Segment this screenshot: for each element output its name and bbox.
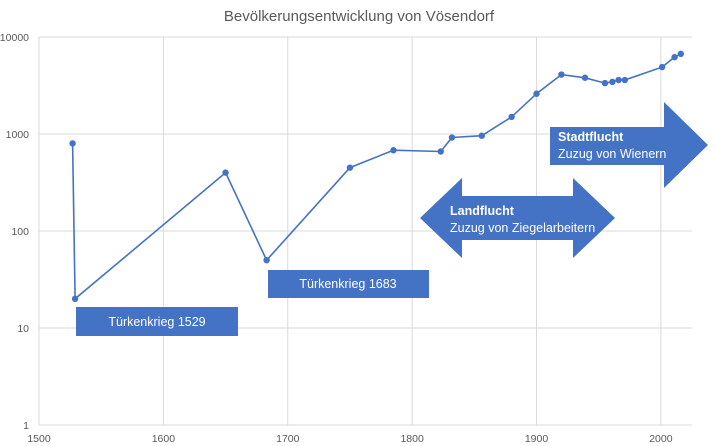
annotation-text-landflucht: Zuzug von Ziegelarbeitern <box>450 221 595 235</box>
population-series <box>69 50 685 303</box>
x-tick-label: 2000 <box>649 433 673 445</box>
annotation-box-1529 <box>76 307 238 336</box>
x-tick-label: 1800 <box>400 433 424 445</box>
data-point <box>263 256 270 264</box>
data-point <box>478 132 485 139</box>
annotation-text-stadtflucht: Zuzug von Wienern <box>558 147 666 161</box>
y-tick-label: 1 <box>23 420 29 432</box>
x-tick-label: 1900 <box>525 433 549 445</box>
data-point <box>448 134 456 141</box>
y-tick-label: 10000 <box>0 32 29 44</box>
data-point <box>222 169 229 176</box>
data-point <box>390 147 397 154</box>
y-tick-label: 10 <box>17 323 29 335</box>
data-point <box>346 164 354 171</box>
annotation-text-1683: Türkenkrieg 1683 <box>299 277 396 291</box>
annotation-landflucht: Landflucht Zuzug von Ziegelarbeitern <box>420 178 615 258</box>
arrow-stadtflucht <box>550 102 708 188</box>
x-tick-label: 1700 <box>276 433 300 445</box>
double-arrow-landflucht <box>420 178 615 258</box>
annotation-stadtflucht: Stadtflucht Zuzug von Wienern <box>550 102 708 188</box>
annotation-title-landflucht: Landflucht <box>450 204 515 218</box>
data-point <box>508 113 515 121</box>
data-point <box>601 79 609 87</box>
data-point <box>658 63 666 71</box>
data-point <box>581 74 589 81</box>
data-point <box>677 50 685 58</box>
y-tick-labels: 1 10 100 1000 10000 <box>0 32 29 432</box>
y-tick-label: 100 <box>11 226 29 238</box>
data-point <box>558 71 565 78</box>
annotation-tuerkenkrieg-1529: Türkenkrieg 1529 <box>76 307 238 336</box>
data-point <box>533 90 540 97</box>
data-point <box>609 78 616 86</box>
annotation-text-1529: Türkenkrieg 1529 <box>108 315 205 329</box>
y-tick-label: 1000 <box>6 129 30 141</box>
data-point <box>621 76 629 84</box>
x-tick-label: 1600 <box>152 433 176 445</box>
annotations: Türkenkrieg 1529 Türkenkrieg 1683 Landfl… <box>76 102 708 336</box>
data-point <box>437 148 444 155</box>
chart-title: Bevölkerungsentwicklung von Vösendorf <box>224 8 495 25</box>
annotation-tuerkenkrieg-1683: Türkenkrieg 1683 <box>268 270 429 298</box>
data-point <box>69 140 76 147</box>
x-tick-labels: 1500 1600 1700 1800 1900 2000 <box>27 433 672 445</box>
annotation-box-1683 <box>268 270 429 298</box>
data-point <box>671 53 678 61</box>
data-point <box>71 295 79 303</box>
data-point <box>615 76 622 84</box>
x-tick-label: 1500 <box>27 433 51 445</box>
annotation-title-stadtflucht: Stadtflucht <box>558 130 624 144</box>
